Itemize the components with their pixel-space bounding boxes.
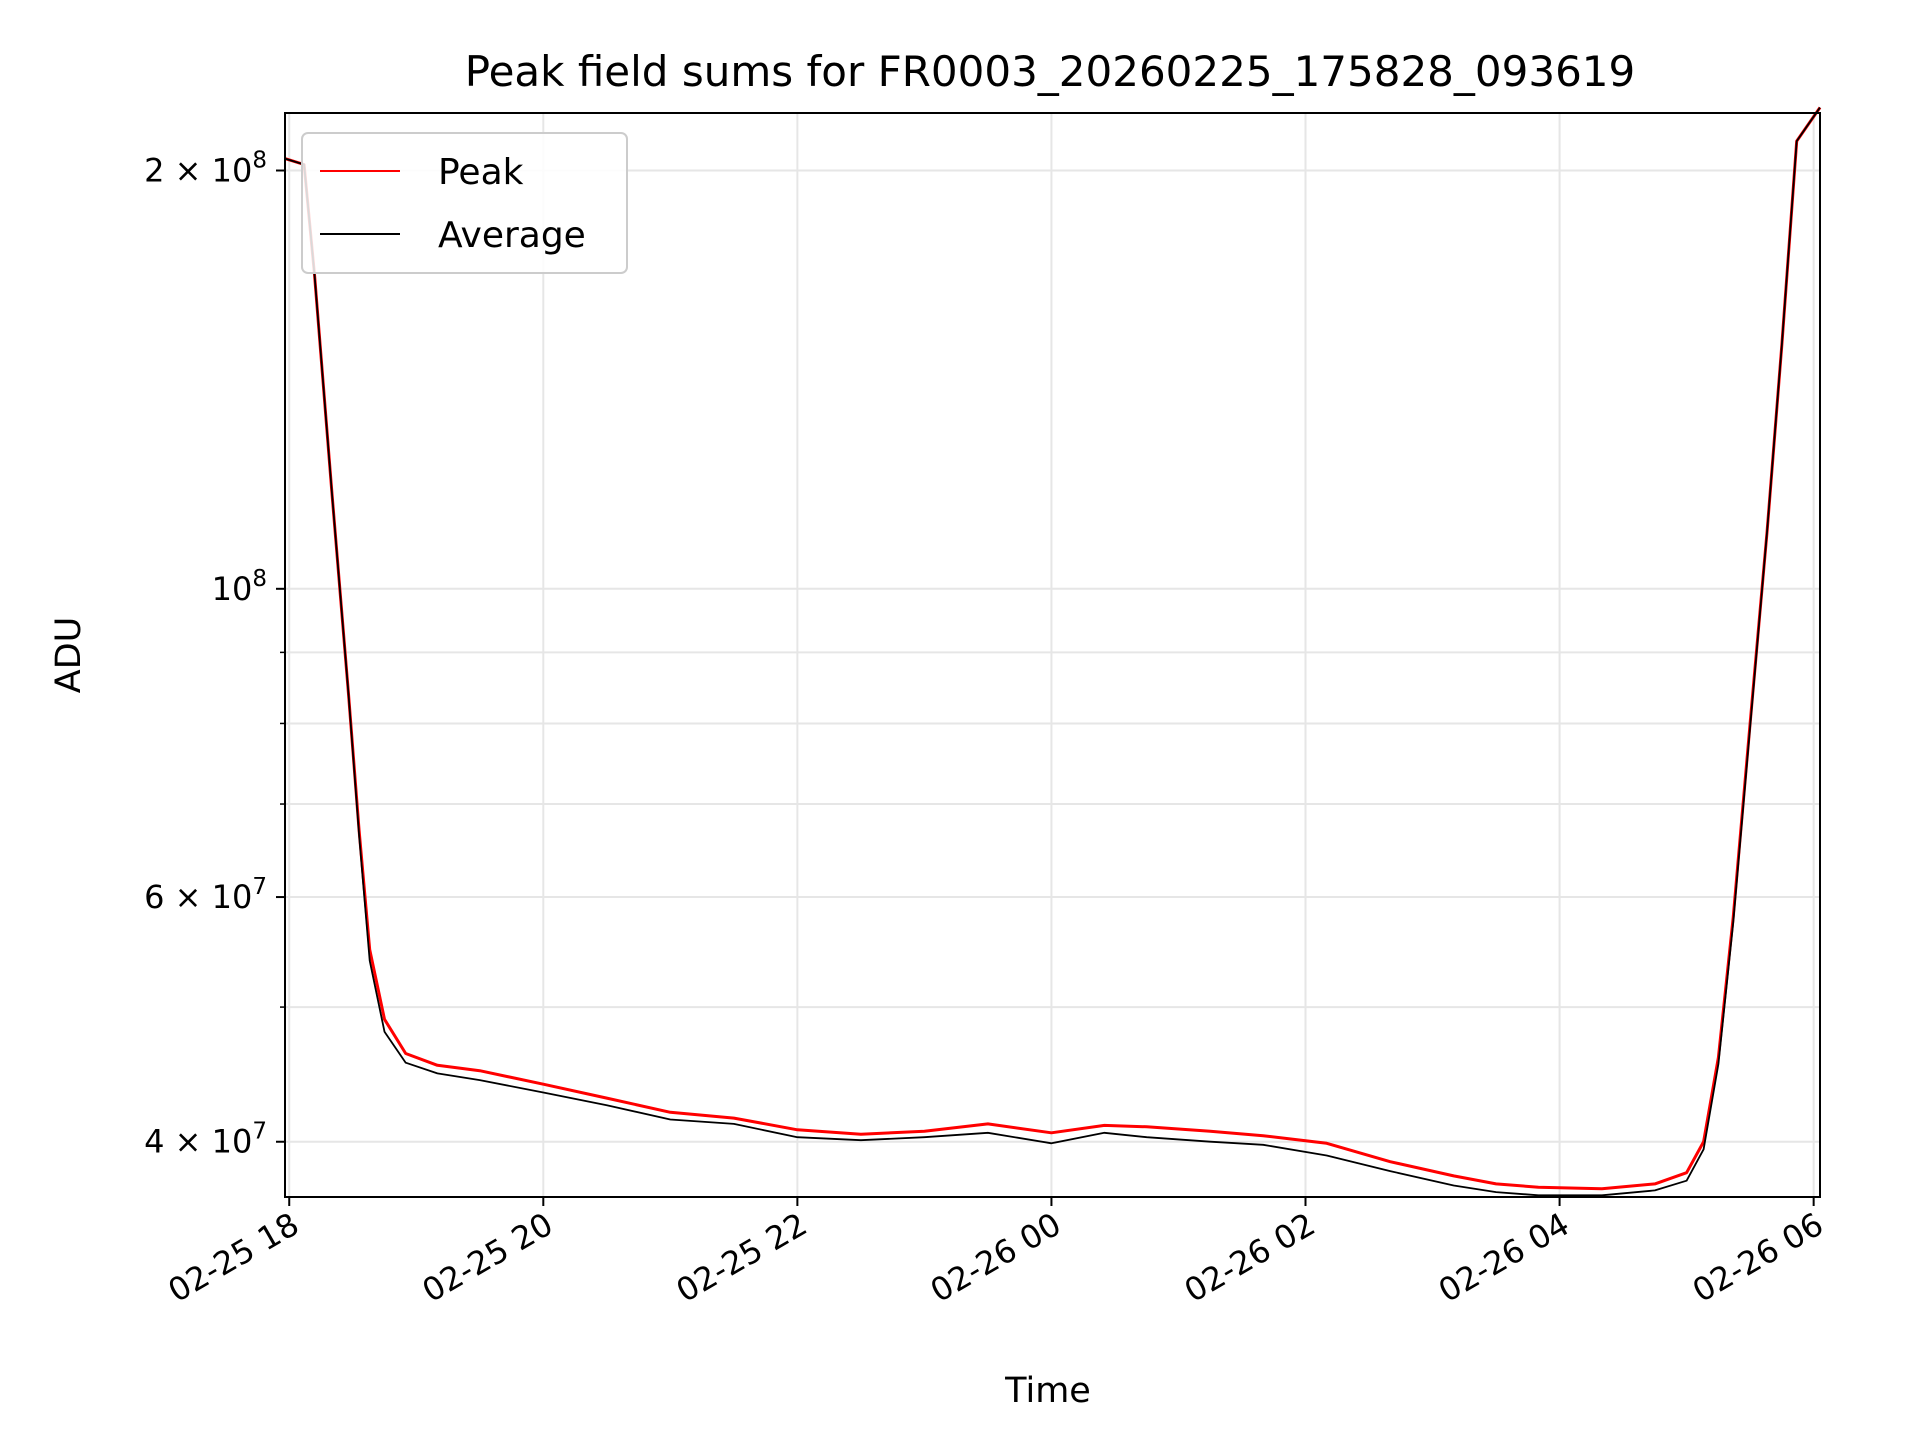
- plot-frame: [284, 112, 1821, 1198]
- y-tick-label: 2 × 108: [144, 148, 267, 190]
- y-tick-exponent: 8: [252, 566, 267, 592]
- series-line-average: [284, 106, 1821, 1197]
- y-tick-times: × 10: [164, 152, 252, 190]
- legend-label-peak: Peak: [438, 152, 524, 193]
- y-axis-label: ADU: [49, 617, 89, 694]
- y-tick-label: 6 × 107: [144, 874, 267, 916]
- y-tick-exponent: 8: [252, 148, 267, 174]
- y-tick-mantissa: 2: [144, 152, 164, 190]
- y-tick-mantissa: 6: [144, 878, 164, 916]
- y-tick-base: 10: [212, 570, 253, 608]
- y-tick-label: 108: [212, 566, 267, 608]
- y-tick-exponent: 7: [252, 874, 267, 900]
- chart-title: Peak field sums for FR0003_20260225_1758…: [465, 47, 1635, 96]
- y-tick-exponent: 7: [252, 1119, 267, 1145]
- y-tick-label: 4 × 107: [144, 1119, 267, 1161]
- series-layer: [284, 106, 1822, 1197]
- y-tick-times: × 10: [164, 1123, 252, 1161]
- legend-label-average: Average: [438, 215, 586, 256]
- y-tick-times: × 10: [164, 878, 252, 916]
- legend-box: [301, 132, 628, 274]
- grid-lines: [285, 113, 1820, 1197]
- legend: Peak Average: [301, 132, 628, 274]
- series-line-peak: [284, 106, 1822, 1191]
- y-tick-mantissa: 4: [144, 1123, 164, 1161]
- x-axis-label: Time: [1004, 1371, 1091, 1411]
